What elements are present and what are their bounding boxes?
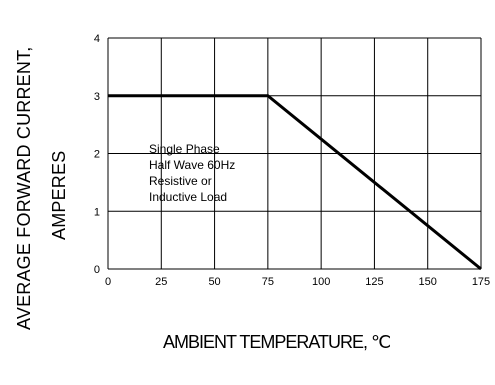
y-tick-label: 2 [94,149,100,161]
derating-curve [108,94,482,271]
annotation-line-4: Inductive Load [149,190,228,204]
annotation: Single Phase Half Wave 60Hz Resistive or… [149,141,235,205]
y-tick-label: 4 [94,33,100,45]
y-axis-label-line2: AMPERES [49,150,69,240]
tick-labels: 0 25 50 75 100 125 150 175 0 1 2 3 4 [94,33,490,288]
x-tick-label: 175 [472,276,490,288]
x-tick-label: 75 [262,276,274,288]
y-tick-label: 1 [94,206,100,218]
y-axis-label-line1: AVERAGE FORWARD CURRENT, [14,46,34,331]
x-tick-label: 150 [419,276,437,288]
x-tick-label: 50 [208,276,220,288]
annotation-line-3: Resistive or [149,174,212,188]
series [108,94,482,271]
x-tick-label: 125 [365,276,383,288]
y-tick-label: 3 [94,91,100,103]
y-tick-label: 0 [94,264,100,276]
annotation-line-2: Half Wave 60Hz [149,158,236,172]
x-tick-label: 25 [155,276,167,288]
x-tick-label: 100 [312,276,330,288]
x-tick-label: 0 [105,276,111,288]
annotation-line-1: Single Phase [149,142,220,156]
x-axis-label: AMBIENT TEMPERATURE, ℃ [163,332,391,352]
